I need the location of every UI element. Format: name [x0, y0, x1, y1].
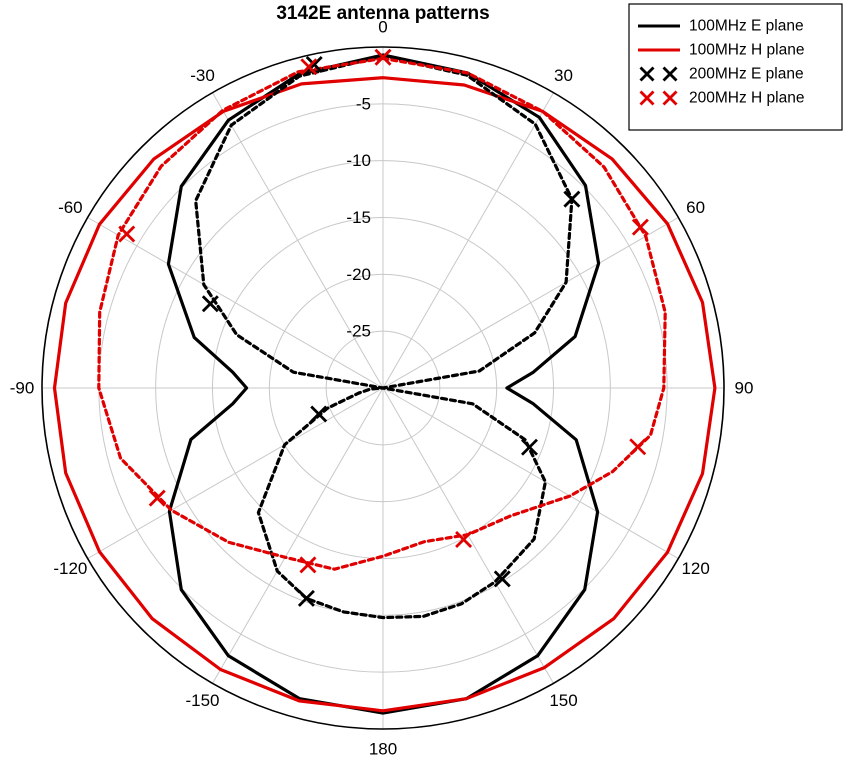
angle-tick-label: -120	[53, 559, 87, 578]
x-marker	[455, 531, 473, 549]
x-marker	[300, 58, 318, 76]
grid-ring	[155, 160, 611, 616]
x-marker	[639, 90, 655, 106]
radial-tick-label: -15	[346, 208, 371, 227]
angle-tick-label: 90	[735, 379, 754, 398]
angle-tick-label: -30	[190, 66, 215, 85]
legend-label: 100MHz H plane	[689, 42, 804, 59]
radial-tick-label: -5	[356, 94, 371, 113]
grid-ring	[325, 330, 441, 446]
series-group	[52, 53, 717, 715]
x-marker	[563, 190, 581, 208]
chart-title: 3142E antenna patterns	[276, 3, 489, 24]
x-marker	[297, 589, 315, 607]
angle-tick-label: 180	[369, 740, 397, 759]
angle-tick-label: -150	[185, 691, 219, 710]
angle-tick-label: -90	[10, 379, 35, 398]
plot-boundary	[41, 46, 725, 730]
grid-ring	[268, 273, 498, 503]
radial-tick-label: -10	[346, 151, 371, 170]
x-marker	[493, 570, 511, 588]
legend-label: 200MHz H plane	[689, 90, 804, 107]
radial-tick-label: -20	[346, 265, 371, 284]
legend-label: 200MHz E plane	[689, 66, 804, 83]
legend: 100MHz E plane 100MHz H plane 200MHz E pla…	[628, 3, 843, 131]
marker-group	[118, 48, 649, 607]
angle-tick-label: 150	[549, 691, 577, 710]
x-marker	[374, 48, 392, 66]
series-line-1	[166, 53, 601, 715]
x-marker	[521, 438, 538, 456]
angle-tick-label: 120	[681, 559, 709, 578]
x-marker	[629, 438, 647, 456]
x-marker	[148, 489, 166, 507]
series-line-4	[97, 56, 667, 571]
angle-tick-label: -60	[58, 198, 83, 217]
angle-tick-label: 30	[554, 66, 573, 85]
x-marker	[299, 556, 317, 574]
radial-tick-label: -25	[346, 322, 371, 341]
x-marker	[639, 66, 655, 82]
x-marker	[662, 66, 678, 82]
x-marker	[662, 90, 678, 106]
angle-tick-label: 0	[378, 18, 387, 37]
x-marker	[305, 55, 323, 73]
series-line-3	[194, 54, 574, 620]
legend-label: 100MHz E plane	[689, 18, 804, 35]
x-marker	[201, 295, 219, 313]
grid-ring	[212, 217, 554, 559]
x-marker	[631, 218, 649, 236]
x-marker	[310, 405, 328, 423]
tick-label-group: 0 30 60 90 120 150 180 -150 -120 -90 -60 -30 -5 -10 -1…	[10, 18, 754, 759]
series-line-2	[52, 76, 717, 713]
angle-tick-label: 60	[686, 198, 705, 217]
x-marker	[118, 225, 136, 243]
